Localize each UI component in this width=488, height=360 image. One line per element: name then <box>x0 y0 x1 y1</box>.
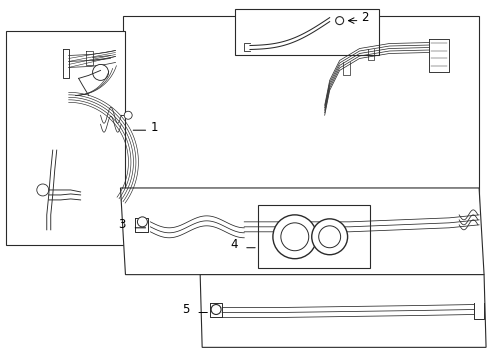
Polygon shape <box>123 15 478 225</box>
Text: 4: 4 <box>229 238 237 251</box>
Circle shape <box>124 111 132 119</box>
Polygon shape <box>258 205 369 268</box>
Circle shape <box>137 217 147 227</box>
Circle shape <box>272 215 316 259</box>
Text: 1: 1 <box>150 121 158 134</box>
Polygon shape <box>235 9 379 55</box>
Circle shape <box>280 223 308 251</box>
Text: 3: 3 <box>118 218 125 231</box>
Circle shape <box>211 305 221 315</box>
Circle shape <box>37 184 49 196</box>
Polygon shape <box>120 188 483 275</box>
Text: 5: 5 <box>182 303 189 316</box>
Circle shape <box>318 226 340 248</box>
Polygon shape <box>6 31 125 245</box>
Polygon shape <box>200 275 485 347</box>
Circle shape <box>311 219 347 255</box>
Circle shape <box>335 17 343 24</box>
Circle shape <box>92 64 108 80</box>
Text: 2: 2 <box>361 11 368 24</box>
